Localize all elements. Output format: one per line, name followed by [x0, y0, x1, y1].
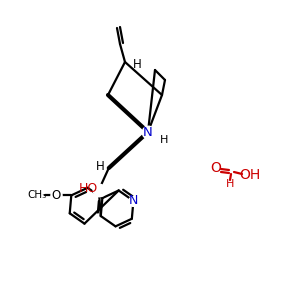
Text: HO: HO	[79, 182, 98, 194]
Text: O: O	[211, 161, 221, 175]
Text: OH: OH	[239, 168, 261, 182]
Text: CH₃: CH₃	[28, 190, 47, 200]
Text: H: H	[95, 160, 104, 172]
Text: N: N	[129, 194, 138, 207]
Text: O: O	[52, 189, 61, 202]
Text: N: N	[143, 125, 153, 139]
Text: H: H	[160, 135, 168, 145]
Text: H: H	[226, 179, 234, 189]
Text: H: H	[133, 58, 141, 70]
